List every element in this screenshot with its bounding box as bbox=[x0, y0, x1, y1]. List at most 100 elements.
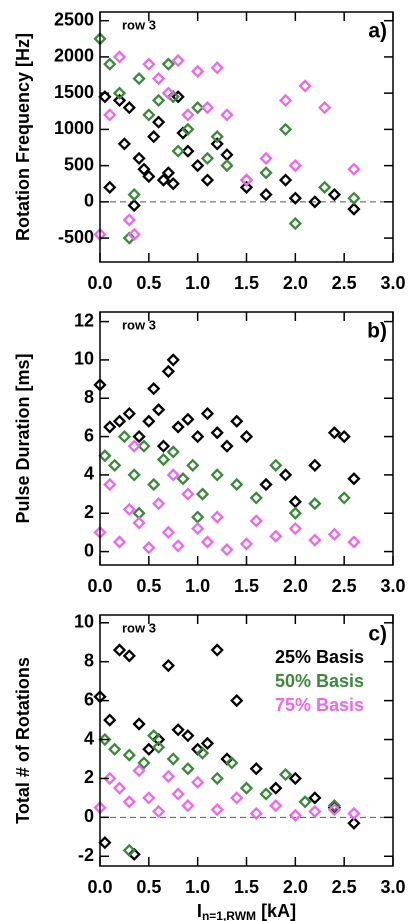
marker bbox=[288, 808, 302, 823]
marker bbox=[156, 452, 171, 467]
marker bbox=[103, 180, 117, 194]
marker bbox=[278, 767, 293, 782]
marker bbox=[220, 158, 234, 173]
y-tick-label: 4 bbox=[84, 728, 94, 748]
marker bbox=[191, 158, 205, 173]
marker bbox=[98, 836, 112, 850]
x-tick-label: 1.5 bbox=[234, 877, 259, 897]
marker bbox=[171, 144, 185, 158]
marker bbox=[249, 762, 263, 776]
marker bbox=[308, 195, 322, 209]
x-tick-label: 1.0 bbox=[185, 273, 210, 293]
y-tick-label: 2500 bbox=[54, 9, 94, 29]
x-tick-label: 3.0 bbox=[380, 877, 405, 897]
x-tick-label: 0.5 bbox=[136, 877, 161, 897]
marker bbox=[191, 101, 205, 115]
y-tick-label: 10 bbox=[74, 349, 94, 369]
marker bbox=[142, 57, 156, 71]
marker bbox=[327, 426, 342, 440]
y-tick-label: 1500 bbox=[54, 82, 94, 102]
x-axis-label: In=1,RWM [kA] bbox=[197, 901, 296, 921]
marker bbox=[142, 169, 156, 184]
marker bbox=[278, 122, 293, 137]
marker bbox=[127, 198, 141, 213]
marker bbox=[112, 781, 127, 795]
marker bbox=[308, 458, 322, 472]
note: row 3 bbox=[122, 17, 156, 32]
marker bbox=[327, 527, 342, 541]
x-tick-label: 3.0 bbox=[380, 273, 405, 293]
marker bbox=[269, 529, 283, 543]
marker bbox=[181, 799, 195, 813]
marker bbox=[147, 729, 161, 743]
x-tick-label: 1.0 bbox=[185, 877, 210, 897]
marker bbox=[230, 791, 244, 805]
marker bbox=[147, 382, 161, 396]
y-tick-label: 8 bbox=[84, 387, 94, 407]
marker bbox=[278, 93, 293, 108]
marker bbox=[278, 173, 293, 187]
marker bbox=[230, 693, 244, 708]
marker bbox=[337, 491, 351, 505]
marker bbox=[161, 166, 175, 180]
marker bbox=[195, 746, 210, 760]
marker bbox=[200, 173, 215, 187]
marker bbox=[171, 787, 185, 801]
marker bbox=[259, 787, 273, 801]
marker bbox=[191, 429, 205, 444]
marker bbox=[278, 468, 293, 482]
marker bbox=[132, 151, 146, 166]
marker bbox=[142, 541, 156, 555]
marker bbox=[210, 130, 224, 144]
marker bbox=[171, 53, 185, 68]
marker bbox=[171, 90, 185, 104]
marker bbox=[230, 477, 244, 492]
note: row 3 bbox=[122, 620, 156, 635]
marker bbox=[161, 769, 175, 784]
marker bbox=[220, 108, 234, 122]
marker bbox=[112, 50, 127, 64]
y-tick-label: 10 bbox=[74, 612, 94, 632]
marker bbox=[112, 414, 127, 428]
y-tick-label: 500 bbox=[64, 154, 94, 174]
y-tick-label: 4 bbox=[84, 464, 94, 484]
marker bbox=[259, 477, 273, 492]
x-label-unit: [kA] bbox=[256, 901, 296, 921]
marker bbox=[122, 795, 136, 809]
marker bbox=[112, 93, 127, 108]
marker bbox=[220, 543, 234, 557]
marker bbox=[181, 487, 195, 501]
marker bbox=[108, 458, 122, 472]
marker bbox=[220, 148, 234, 162]
marker bbox=[308, 533, 322, 547]
marker bbox=[269, 799, 283, 813]
x-tick-label: 0.0 bbox=[87, 576, 112, 596]
marker bbox=[239, 537, 254, 551]
marker bbox=[308, 804, 322, 819]
marker bbox=[191, 775, 205, 789]
marker bbox=[347, 816, 361, 830]
legend-entry: 50% Basis bbox=[275, 671, 364, 691]
marker bbox=[239, 429, 254, 444]
x-tick-label: 3.0 bbox=[380, 576, 405, 596]
marker bbox=[151, 804, 166, 819]
marker bbox=[327, 802, 342, 817]
marker bbox=[269, 781, 283, 795]
x-label-sub: n=1,RWM bbox=[202, 909, 256, 921]
marker bbox=[132, 516, 146, 530]
panel: 0.0 0.5 1.0 1.5 2.0 2.5 3.0 -2 0 2 4 6 8 10 row 3 c) Tot… bbox=[13, 612, 406, 921]
marker bbox=[318, 101, 332, 115]
plot-frame bbox=[99, 311, 394, 566]
y-tick-label: 0 bbox=[84, 806, 94, 826]
marker bbox=[259, 151, 273, 166]
marker bbox=[98, 449, 112, 463]
marker bbox=[122, 748, 136, 762]
marker bbox=[327, 187, 342, 202]
marker bbox=[127, 468, 141, 482]
marker bbox=[337, 429, 351, 444]
marker bbox=[176, 472, 190, 486]
y-tick-label: 0 bbox=[84, 540, 94, 560]
marker bbox=[210, 137, 224, 151]
marker bbox=[98, 90, 112, 104]
